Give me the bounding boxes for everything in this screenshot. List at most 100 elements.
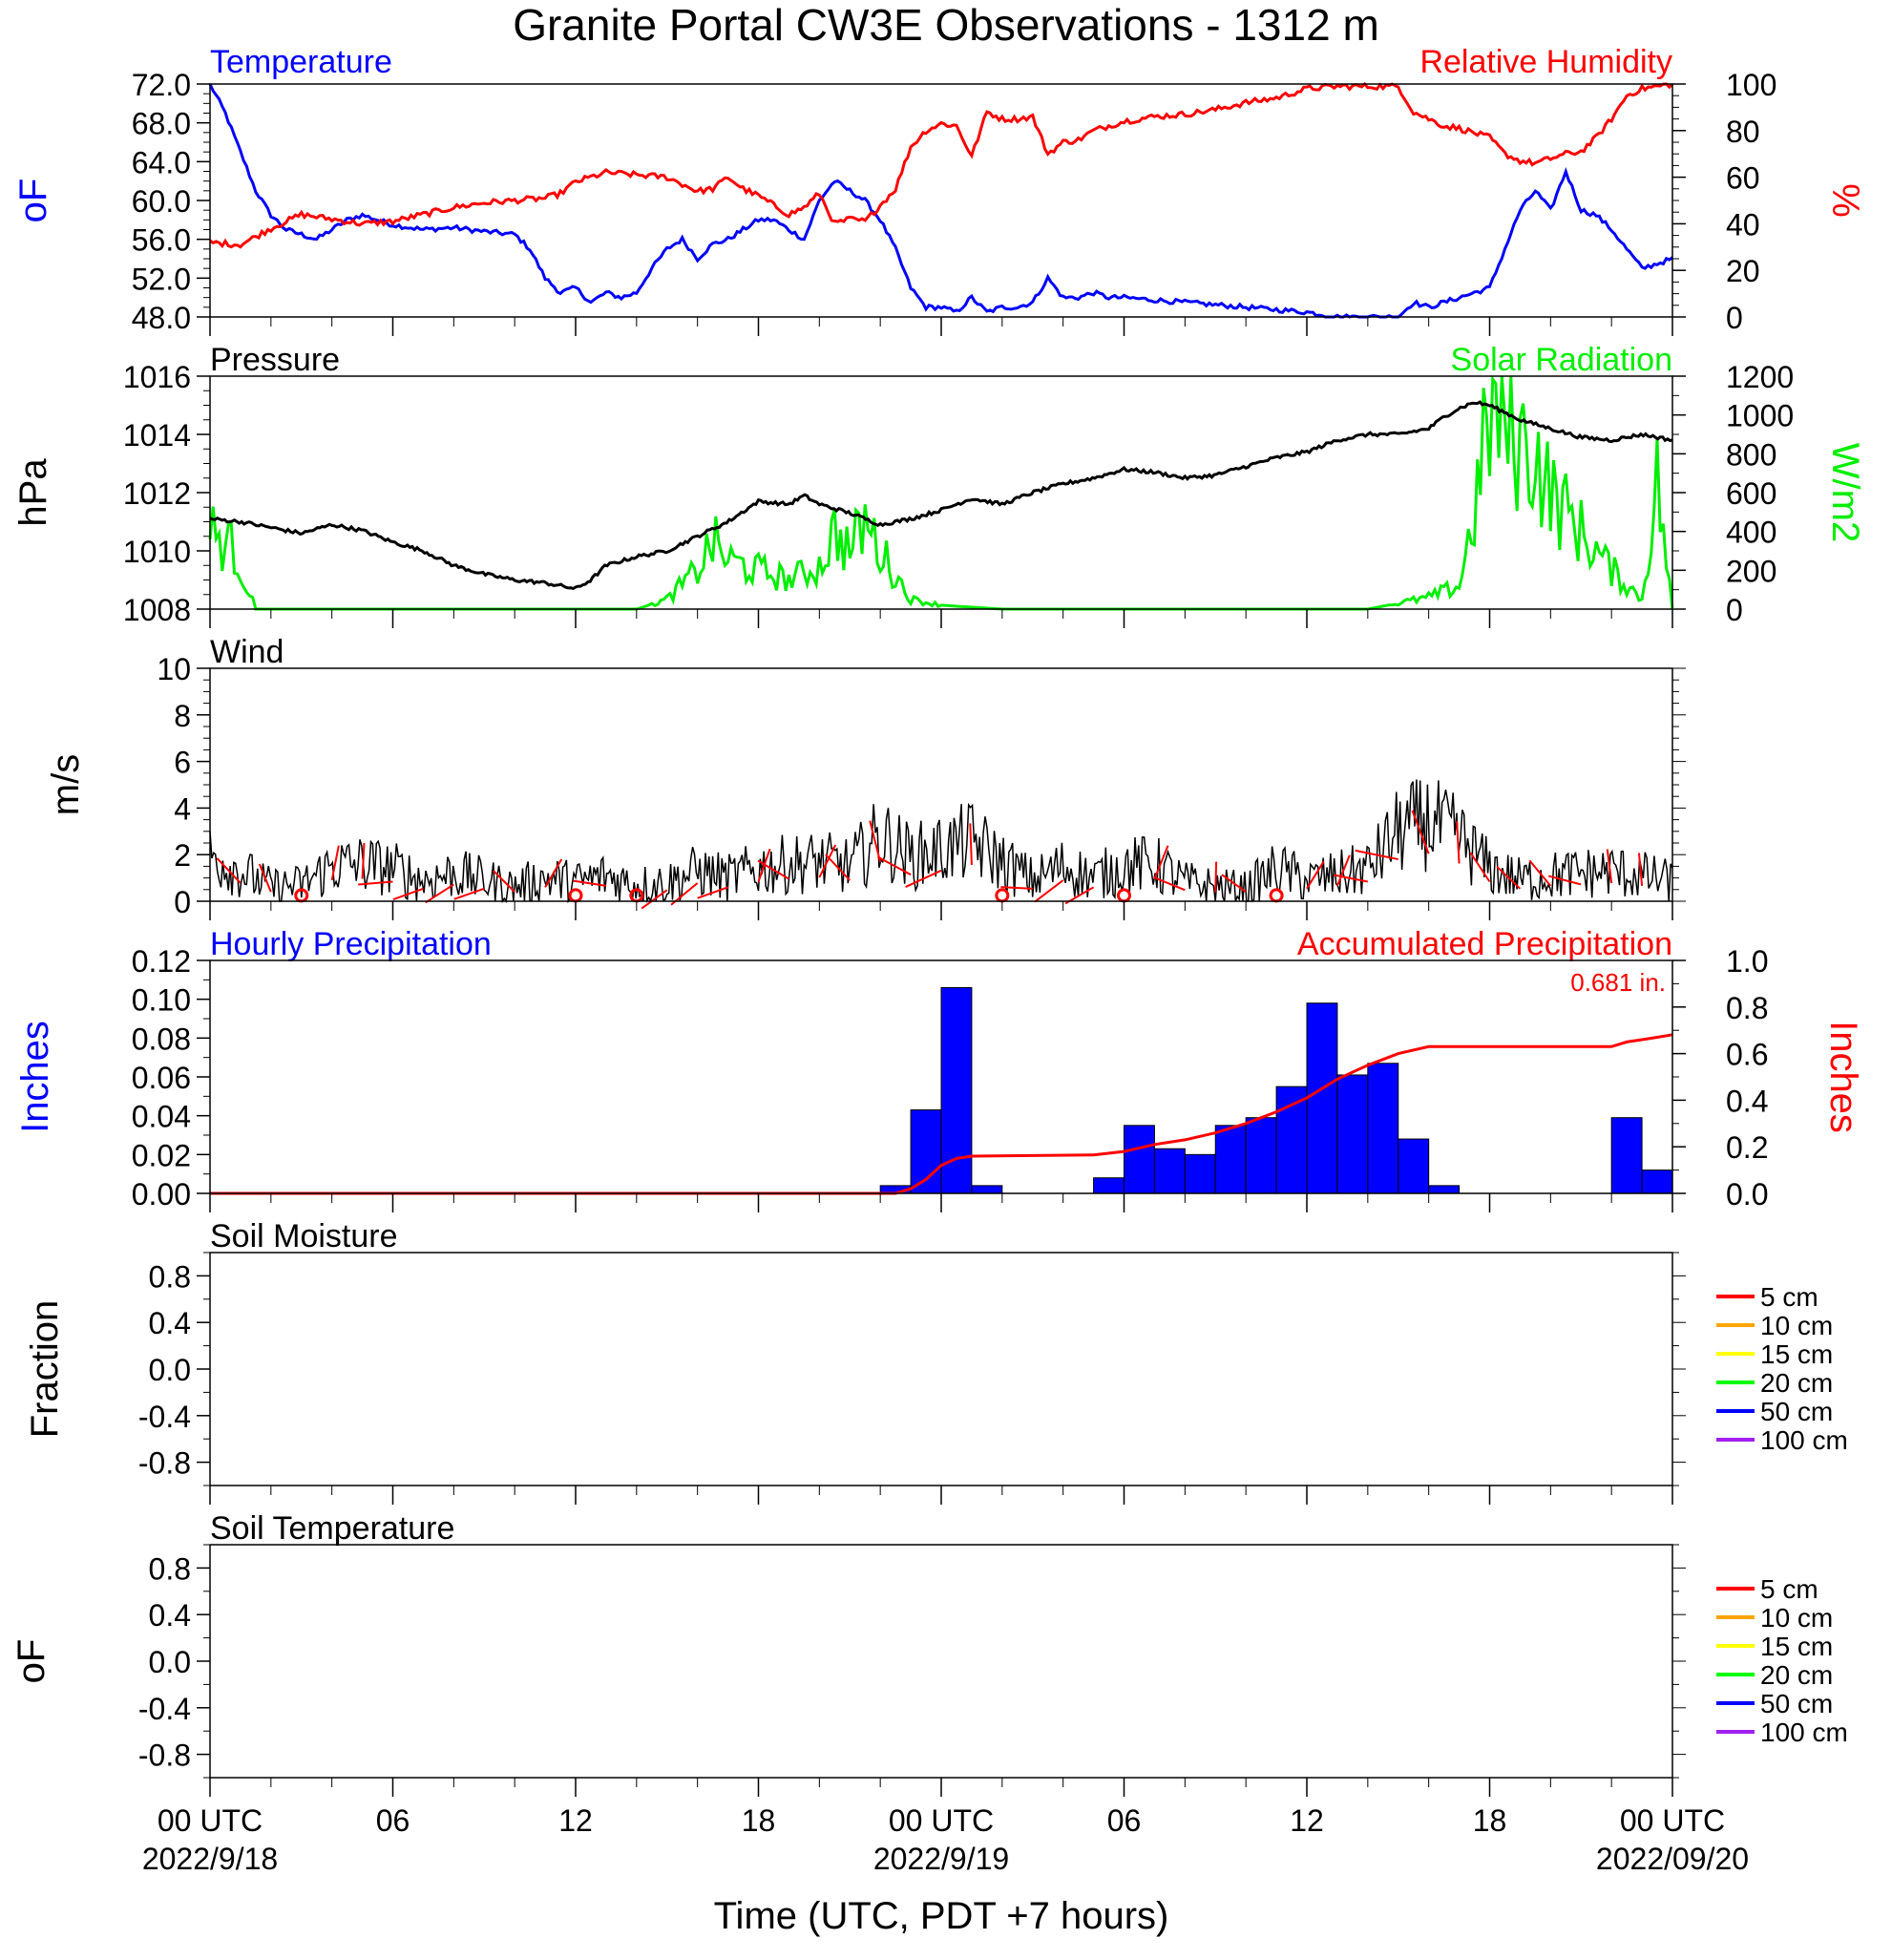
wind-panel: Wind m/s 0 2 4 6 8 10 <box>45 634 1686 919</box>
accum-y-tick-label: 0.2 <box>1726 1130 1768 1165</box>
solar-y-tick-label: 1200 <box>1726 360 1794 394</box>
legend-label: 15 cm <box>1760 1339 1833 1369</box>
wind-barb <box>1411 810 1430 854</box>
solar-title: Solar Radiation <box>1451 342 1672 378</box>
hourly-precip-bar <box>1093 1177 1125 1194</box>
x-tick-label: 12 <box>1290 1803 1324 1838</box>
wind-barb <box>697 886 728 899</box>
legend-label: 50 cm <box>1760 1689 1833 1718</box>
soilm-yl-tick-label: -0.8 <box>138 1446 191 1481</box>
hourly-precip-title: Hourly Precipitation <box>210 926 492 962</box>
wind-barb <box>1496 866 1522 890</box>
legend-label: 5 cm <box>1760 1282 1818 1312</box>
calm-wind-marker <box>1117 888 1131 903</box>
rh-y-tick-label: 100 <box>1726 68 1776 102</box>
legend-label: 20 cm <box>1760 1368 1833 1398</box>
wind-barb <box>1456 821 1461 864</box>
soil-temperature-unit: oF <box>11 1639 53 1684</box>
x-tick-label: 18 <box>742 1803 776 1838</box>
soilt-yl-tick-label: 0.0 <box>149 1645 191 1679</box>
precip-y-tick-label: 0.00 <box>132 1177 191 1212</box>
pres-y-tick-label: 1012 <box>123 476 191 511</box>
soil-temperature-panel: Soil Temperature oF -0.8 -0.4 0.0 0.4 0.8 5 … <box>11 1510 1848 1779</box>
solar-y-tick-label: 800 <box>1726 437 1776 472</box>
x-tick-label: 12 <box>558 1803 593 1838</box>
solar-y-tick-label: 600 <box>1726 476 1776 511</box>
hourly-precip-bar <box>1610 1117 1643 1194</box>
soil-temperature-frame <box>209 1544 1673 1779</box>
wind-barb <box>969 823 973 865</box>
x-tick-label: 00 UTC <box>158 1803 263 1838</box>
rh-y-tick-label: 0 <box>1726 301 1743 335</box>
accum-precip-line <box>210 1033 1673 1195</box>
soilt-yl-tick-label: 0.8 <box>149 1551 191 1586</box>
x-tick-label: 00 UTC <box>1620 1803 1725 1838</box>
soil-moisture-title: Soil Moisture <box>210 1218 398 1254</box>
wind-barb <box>818 844 837 878</box>
legend-label: 5 cm <box>1760 1574 1818 1604</box>
wind-barb <box>330 845 340 881</box>
temperature-line <box>208 83 1673 319</box>
soil-moisture-frame <box>209 1252 1673 1486</box>
soil-moisture-unit: Fraction <box>24 1300 66 1439</box>
wind-barb <box>361 842 366 879</box>
accum-y-tick-label: 0.6 <box>1726 1038 1768 1072</box>
x-tick-label: 00 UTC <box>889 1803 994 1838</box>
wind-barb <box>757 859 789 880</box>
wind-barb <box>641 889 668 910</box>
wind-barb <box>1306 860 1325 890</box>
solar-y-tick-label: 400 <box>1726 516 1776 550</box>
wind-y-tick-label: 4 <box>174 791 191 826</box>
wind-y-tick-label: 10 <box>157 652 191 686</box>
temperature-unit: oF <box>12 179 54 223</box>
x-tick-date: 2022/09/20 <box>1596 1842 1749 1876</box>
hourly-precip-bar <box>1275 1085 1308 1194</box>
precip-right-unit: Inches <box>1822 1021 1864 1133</box>
soilm-yl-tick-label: 0.8 <box>149 1259 191 1294</box>
legend-label: 10 cm <box>1760 1311 1833 1340</box>
temperature-frame <box>209 83 1673 318</box>
temp-y-tick-label: 64.0 <box>132 145 191 179</box>
precip-y-tick-label: 0.12 <box>132 944 191 979</box>
hourly-precip-bar <box>1214 1125 1247 1194</box>
wind-barb <box>1469 852 1491 883</box>
pres-y-tick-label: 1014 <box>123 418 191 453</box>
hourly-precip-bar <box>1153 1148 1186 1194</box>
hourly-precip-bar <box>1428 1185 1461 1194</box>
precip-y-tick-label: 0.06 <box>132 1061 191 1095</box>
accum-y-tick-label: 0.0 <box>1726 1177 1768 1212</box>
humidity-title: Relative Humidity <box>1419 44 1672 80</box>
soilm-yl-tick-label: 0.4 <box>149 1306 191 1340</box>
calm-wind-marker <box>1269 888 1284 903</box>
x-tick-label: 06 <box>376 1803 410 1838</box>
temp-y-tick-label: 52.0 <box>132 262 191 296</box>
wind-barb <box>1528 859 1552 887</box>
hourly-precip-bar <box>1245 1117 1277 1194</box>
wind-y-tick-label: 2 <box>174 838 191 873</box>
hourly-precip-bar <box>1184 1153 1216 1194</box>
soilt-yl-tick-label: -0.8 <box>138 1739 191 1773</box>
accum-precip-title: Accumulated Precipitation <box>1297 926 1672 962</box>
wind-barb <box>1335 854 1351 887</box>
hourly-precip-bar <box>1336 1074 1369 1194</box>
precip-y-tick-label: 0.10 <box>132 983 191 1018</box>
wind-barb <box>1000 886 1033 890</box>
precip-panel: Hourly Precipitation Accumulated Precipi… <box>14 926 1864 1212</box>
wind-barb <box>392 887 424 901</box>
hourly-precip-bar <box>1367 1063 1399 1194</box>
wind-barb <box>1214 861 1218 893</box>
wind-y-tick-label: 6 <box>174 746 191 780</box>
wind-barb <box>1637 853 1644 886</box>
wind-barb <box>453 887 485 900</box>
rh-y-tick-label: 80 <box>1726 115 1760 149</box>
rh-y-tick-label: 20 <box>1726 254 1760 288</box>
legend-label: 50 cm <box>1760 1397 1833 1426</box>
soilt-yl-tick-label: 0.4 <box>149 1598 191 1633</box>
hourly-precip-bar <box>1398 1138 1430 1194</box>
wind-barb <box>216 857 242 884</box>
precip-y-tick-label: 0.08 <box>132 1022 191 1056</box>
hourly-precip-bar <box>971 1185 1003 1194</box>
pres-y-tick-label: 1010 <box>123 535 191 569</box>
precip-y-tick-label: 0.04 <box>132 1100 191 1134</box>
wind-barb <box>425 883 454 904</box>
